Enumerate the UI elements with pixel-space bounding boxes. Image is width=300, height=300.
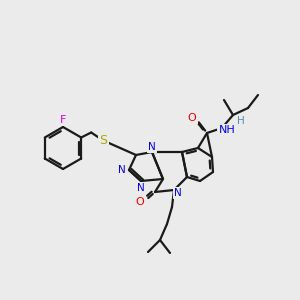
Text: O: O xyxy=(136,197,144,207)
Text: F: F xyxy=(60,115,66,125)
Text: NH: NH xyxy=(219,125,236,135)
Text: N: N xyxy=(137,183,145,193)
Text: N: N xyxy=(174,188,182,198)
Text: N: N xyxy=(118,165,126,175)
Text: S: S xyxy=(99,134,107,147)
Text: O: O xyxy=(188,113,196,123)
Text: H: H xyxy=(237,116,245,126)
Text: N: N xyxy=(148,142,156,152)
